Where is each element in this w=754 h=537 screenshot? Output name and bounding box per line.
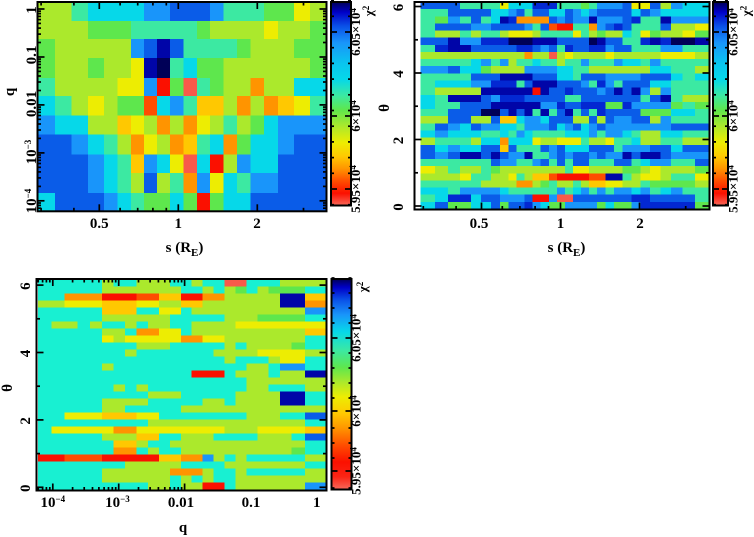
svg-text:4: 4	[18, 349, 34, 357]
svg-text:2: 2	[636, 216, 644, 232]
svg-text:1: 1	[24, 6, 40, 14]
svg-text:2: 2	[253, 216, 261, 232]
svg-text:6: 6	[18, 282, 34, 290]
svg-text:0: 0	[18, 485, 34, 493]
svg-text:q: q	[2, 87, 18, 96]
svg-text:6: 6	[391, 3, 407, 11]
svg-text:6.05×104: 6.05×104	[348, 8, 363, 56]
svg-text:q: q	[179, 520, 188, 536]
svg-text:1: 1	[313, 495, 321, 511]
svg-text:0.5: 0.5	[470, 216, 489, 232]
svg-text:0.01: 0.01	[168, 495, 194, 511]
svg-text:5.95×104: 5.95×104	[348, 165, 363, 213]
svg-text:0.01: 0.01	[24, 91, 40, 117]
svg-text:4: 4	[391, 70, 407, 78]
svg-text:5.95×104: 5.95×104	[726, 165, 741, 213]
svg-text:0.1: 0.1	[24, 46, 40, 65]
svg-text:6.05×104: 6.05×104	[349, 314, 364, 362]
svg-text:6×104: 6×104	[348, 100, 363, 132]
svg-text:1: 1	[175, 216, 183, 232]
svg-text:0.1: 0.1	[242, 495, 261, 511]
svg-text:6.05×104: 6.05×104	[726, 8, 741, 56]
svg-text:0: 0	[391, 203, 407, 211]
svg-text:2: 2	[18, 417, 34, 425]
svg-text:0.5: 0.5	[90, 216, 109, 232]
svg-text:1: 1	[557, 216, 565, 232]
svg-text:2: 2	[391, 137, 407, 145]
svg-text:θ: θ	[0, 384, 16, 392]
svg-text:5.95×104: 5.95×104	[349, 447, 364, 495]
svg-text:6×104: 6×104	[726, 100, 741, 132]
svg-text:θ: θ	[377, 104, 393, 112]
svg-text:6×104: 6×104	[349, 395, 364, 427]
